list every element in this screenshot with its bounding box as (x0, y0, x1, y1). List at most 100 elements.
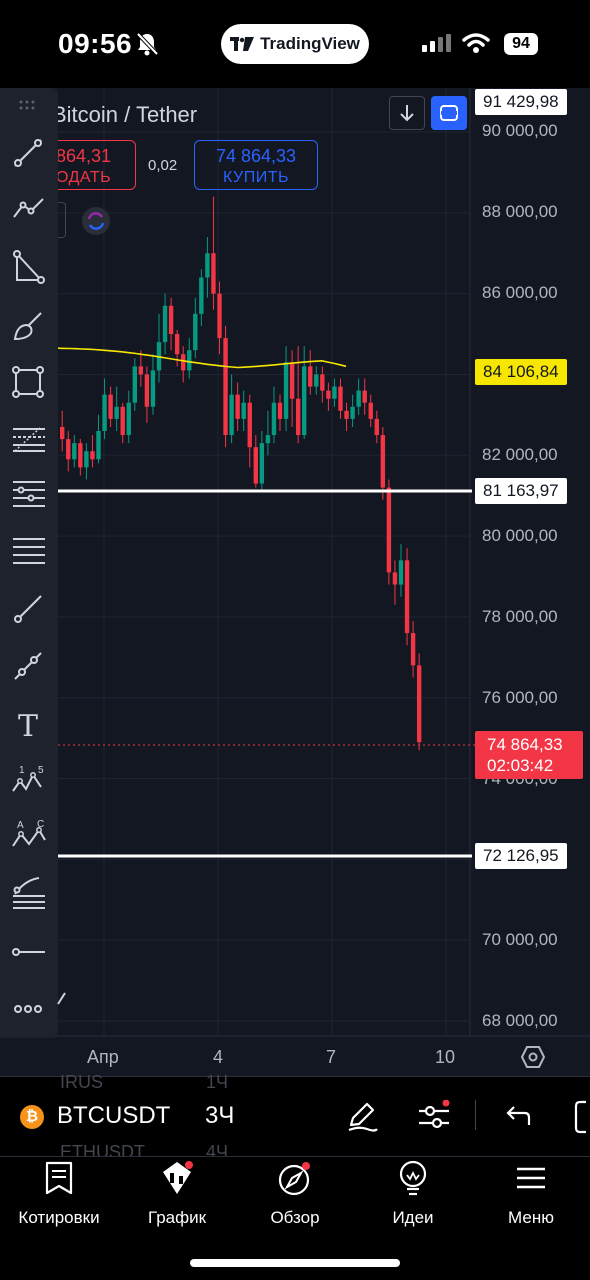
candle-body (132, 366, 137, 403)
candle-body (295, 398, 301, 436)
candle-body (362, 390, 367, 403)
candle-body (253, 447, 258, 484)
time-tick: Апр (87, 1047, 119, 1067)
candle-body (247, 402, 252, 448)
buy-button[interactable] (194, 140, 318, 190)
app-pill[interactable]: TradingView (221, 24, 369, 64)
candle-body (338, 386, 343, 411)
candle-body (90, 451, 95, 460)
tool-rectangle[interactable] (8, 362, 50, 404)
candle-body (410, 633, 416, 666)
tool-polyline[interactable] (8, 188, 50, 230)
nav-ideas[interactable] (354, 1160, 472, 1203)
fib-retracement-icon (13, 426, 45, 452)
candle-body (144, 374, 150, 407)
indicators-icon[interactable] (417, 1100, 451, 1132)
lower-level-tag[interactable]: 72 126,95 (475, 843, 567, 869)
polyline-icon (13, 198, 44, 218)
candle-body (199, 277, 204, 314)
time-tick: 7 (326, 1047, 337, 1067)
home-indicator (190, 1259, 400, 1267)
tool-ray[interactable] (8, 588, 50, 630)
buy-price: 74 864,33 (215, 146, 297, 166)
candle-body (374, 418, 379, 436)
price-tick: 68 000,00 (482, 1011, 558, 1030)
chart-settings-icon[interactable] (521, 1046, 545, 1068)
symbol-title[interactable]: Bitcoin / Tether (52, 102, 198, 127)
nav-ideas-label: Идеи (392, 1208, 434, 1227)
candle-body (108, 394, 113, 419)
symbol-bar (0, 1076, 590, 1156)
tool-text[interactable]: T (8, 703, 50, 745)
candle-body (314, 374, 319, 387)
nav-menu[interactable] (472, 1160, 590, 1201)
tool-brush[interactable] (8, 306, 50, 348)
candle-body (120, 406, 125, 436)
cellular-signal-icon (422, 34, 451, 52)
ma-price-tag: 84 106,84 (475, 359, 567, 385)
candle-body (168, 305, 174, 335)
undo-icon[interactable] (505, 1105, 531, 1127)
layout-icon[interactable] (574, 1100, 590, 1134)
tool-triangle[interactable] (8, 247, 50, 289)
sell-button[interactable] (44, 140, 136, 190)
candle-body (60, 426, 65, 440)
nav-chart[interactable] (118, 1160, 236, 1201)
nav-overview[interactable] (236, 1160, 354, 1201)
collapse-arrow-icon[interactable] (56, 992, 66, 1006)
price-chart[interactable] (0, 88, 590, 1076)
extended-line-icon (14, 652, 42, 680)
ghost-timeframe-above: 1Ч (206, 1072, 229, 1092)
chart-area[interactable] (0, 88, 590, 1076)
nav-quotes[interactable] (0, 1160, 118, 1201)
fullscreen-button[interactable] (431, 96, 467, 130)
candle-body (404, 560, 410, 634)
candle-body (235, 394, 240, 419)
ghost-symbol-above: IRUS (60, 1072, 104, 1092)
tool-trend-line[interactable] (8, 133, 50, 175)
time-tick: 4 (213, 1047, 224, 1067)
candle-body (193, 313, 198, 351)
nav-overview-label: Обзор (270, 1208, 320, 1227)
candle-body (78, 443, 83, 468)
current-price-tag: 74 864,33 02:03:42 (475, 731, 583, 779)
candle-body (289, 362, 295, 399)
pen-icon[interactable] (345, 1099, 379, 1133)
drag-handle-icon[interactable] (19, 100, 39, 110)
tool-fib-fan[interactable] (8, 473, 50, 515)
tool-fib-retracement[interactable] (8, 418, 50, 460)
svg-text:T: T (18, 709, 38, 742)
refresh-icon[interactable] (82, 207, 110, 235)
ray-icon (14, 595, 42, 623)
divider (475, 1100, 476, 1130)
wifi-icon (462, 33, 490, 53)
svg-text:C: C (37, 819, 44, 830)
upper-level-tag[interactable]: 81 163,97 (475, 478, 567, 504)
symbol-name[interactable]: BTCUSDT (57, 1102, 171, 1129)
candle-body (326, 390, 331, 399)
candle-body (102, 394, 107, 432)
candle-body (187, 350, 192, 371)
quotes-icon (45, 1161, 73, 1195)
tradingview-logo-icon (230, 37, 255, 51)
price-tick: 88 000,00 (482, 202, 558, 221)
tool-parallel-channel[interactable] (8, 530, 50, 572)
candle-body (277, 402, 283, 419)
nav-menu-label: Меню (508, 1208, 554, 1227)
candle-body (126, 402, 131, 436)
tool-horizontal-ray[interactable] (8, 932, 50, 974)
candle-body (241, 402, 246, 419)
nav-quotes-label: Котировки (18, 1208, 100, 1227)
chart-icon (163, 1161, 193, 1194)
tool-extended-line[interactable] (8, 646, 50, 688)
tool-more[interactable] (8, 989, 50, 1031)
scroll-down-button[interactable] (389, 96, 425, 130)
timeframe-selector[interactable]: 3Ч (205, 1102, 235, 1129)
price-tick: 78 000,00 (482, 607, 558, 626)
candle-body (320, 374, 325, 391)
svg-text:1: 1 (19, 765, 25, 776)
tool-gann[interactable] (8, 873, 50, 915)
